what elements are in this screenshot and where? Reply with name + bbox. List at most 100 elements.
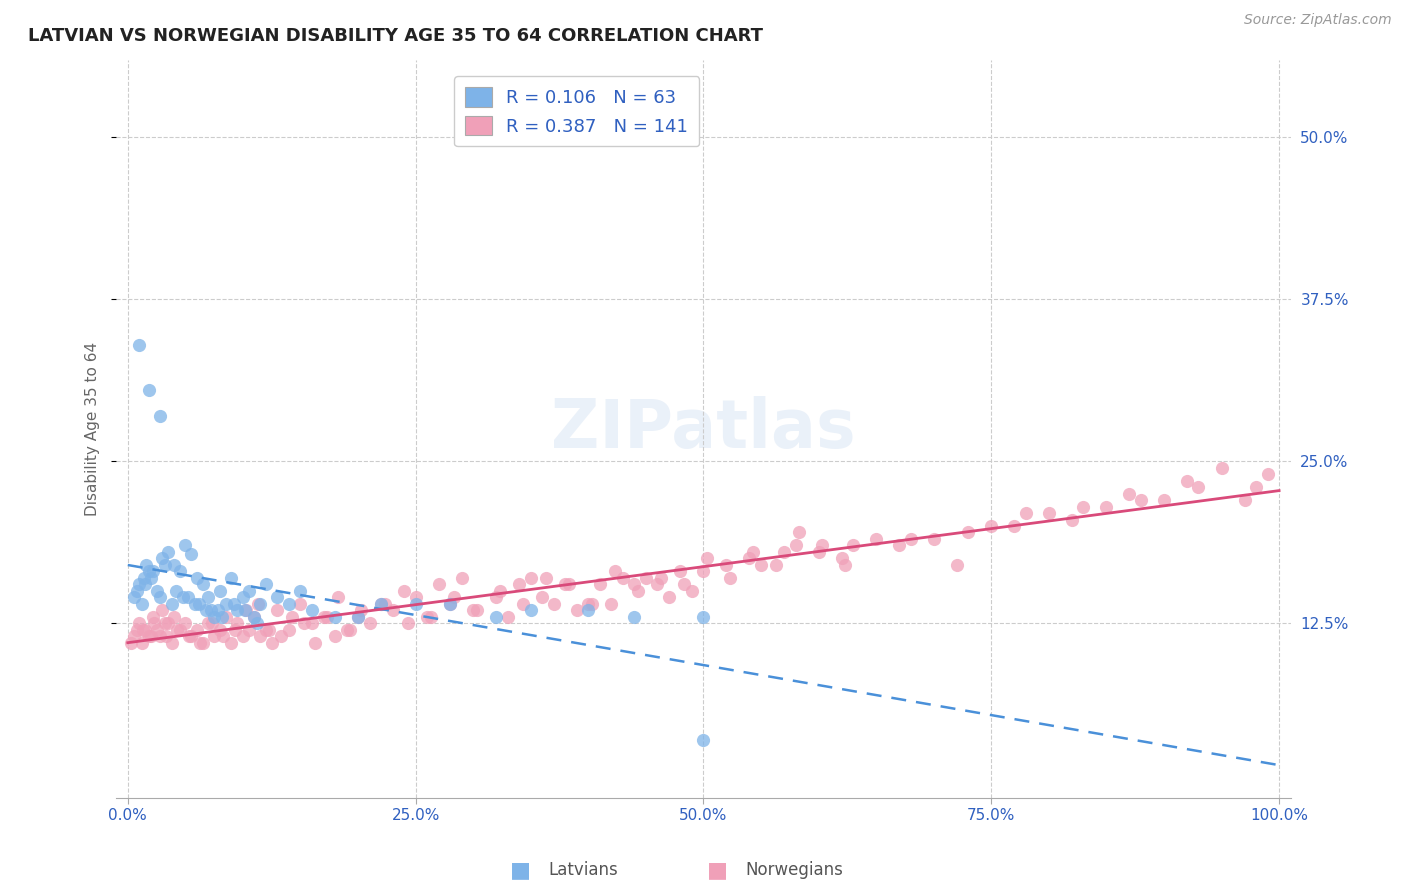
Point: [235, 603, 257, 617]
Point: [831, 551, 853, 566]
Point: [419, 609, 441, 624]
Point: [201, 616, 224, 631]
Point: [1211, 460, 1233, 475]
Point: [612, 571, 634, 585]
Text: ZIPatlas: ZIPatlas: [551, 396, 856, 462]
Point: [623, 577, 645, 591]
Text: Source: ZipAtlas.com: Source: ZipAtlas.com: [1244, 13, 1392, 28]
Point: [226, 616, 249, 631]
Point: [290, 583, 312, 598]
Point: [221, 571, 243, 585]
Point: [197, 591, 219, 605]
Point: [125, 623, 148, 637]
Point: [232, 591, 254, 605]
Point: [157, 545, 180, 559]
Text: Latvians: Latvians: [548, 861, 619, 879]
Point: [669, 565, 692, 579]
Point: [1002, 519, 1025, 533]
Point: [233, 603, 256, 617]
Point: [183, 597, 205, 611]
Point: [381, 603, 404, 617]
Point: [405, 591, 427, 605]
Point: [696, 551, 718, 566]
Point: [177, 629, 200, 643]
Point: [145, 583, 167, 598]
Point: [485, 591, 508, 605]
Point: [1073, 500, 1095, 514]
Point: [439, 597, 461, 611]
Point: [889, 538, 911, 552]
Point: [142, 609, 165, 624]
Point: [692, 565, 714, 579]
Point: [627, 583, 650, 598]
Point: [485, 609, 508, 624]
Point: [865, 532, 887, 546]
Point: [188, 597, 211, 611]
Point: [260, 635, 283, 649]
Point: [359, 616, 381, 631]
Point: [443, 591, 465, 605]
Point: [416, 609, 439, 624]
Point: [208, 623, 231, 637]
Point: [370, 597, 392, 611]
Point: [163, 558, 186, 572]
Point: [224, 623, 246, 637]
Point: [214, 609, 236, 624]
Point: [554, 577, 576, 591]
Point: [465, 603, 488, 617]
Point: [519, 603, 541, 617]
Text: LATVIAN VS NORWEGIAN DISABILITY AGE 35 TO 64 CORRELATION CHART: LATVIAN VS NORWEGIAN DISABILITY AGE 35 T…: [28, 27, 763, 45]
Point: [150, 603, 173, 617]
Point: [1233, 493, 1256, 508]
Point: [1038, 506, 1060, 520]
Point: [132, 623, 155, 637]
Text: Norwegians: Norwegians: [745, 861, 844, 879]
Point: [749, 558, 772, 572]
Point: [716, 558, 738, 572]
Point: [226, 603, 249, 617]
Point: [208, 583, 231, 598]
Point: [312, 609, 335, 624]
Point: [222, 597, 245, 611]
Point: [350, 603, 373, 617]
Point: [576, 603, 599, 617]
Point: [292, 616, 315, 631]
Point: [396, 616, 419, 631]
Point: [370, 597, 392, 611]
Point: [623, 609, 645, 624]
Point: [603, 565, 626, 579]
Point: [131, 635, 153, 649]
Point: [439, 597, 461, 611]
Point: [249, 629, 271, 643]
Point: [450, 571, 472, 585]
Point: [304, 635, 326, 649]
Point: [834, 558, 856, 572]
Point: [1244, 480, 1267, 494]
Point: [143, 616, 166, 631]
Point: [180, 548, 202, 562]
Point: [128, 577, 150, 591]
Point: [165, 583, 187, 598]
Point: [166, 623, 188, 637]
Point: [1153, 493, 1175, 508]
Point: [531, 591, 554, 605]
Point: [176, 591, 198, 605]
Point: [169, 565, 191, 579]
Point: [212, 629, 235, 643]
Point: [738, 551, 761, 566]
Point: [405, 597, 427, 611]
Point: [427, 577, 450, 591]
Point: [128, 337, 150, 351]
Point: [149, 629, 172, 643]
Point: [328, 591, 350, 605]
Point: [650, 571, 672, 585]
Text: ■: ■: [510, 860, 530, 880]
Point: [169, 623, 191, 637]
Point: [153, 616, 176, 631]
Point: [842, 538, 865, 552]
Point: [153, 558, 176, 572]
Y-axis label: Disability Age 35 to 64: Disability Age 35 to 64: [86, 342, 100, 516]
Point: [945, 558, 967, 572]
Point: [138, 629, 160, 643]
Point: [634, 571, 657, 585]
